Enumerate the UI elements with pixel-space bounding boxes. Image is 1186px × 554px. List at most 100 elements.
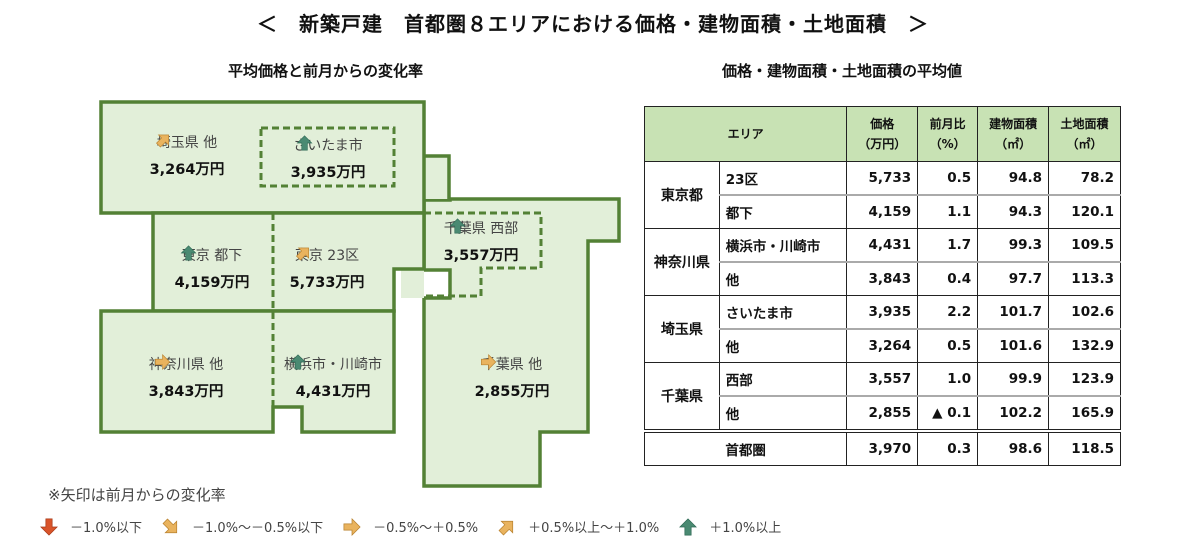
- map-shapes: [99, 100, 621, 488]
- area-label-tokyo-tokyoka[interactable]: 東京 都下 4,159万円: [175, 245, 249, 292]
- legend: －1.0%以下 －1.0%～－0.5%以下 －0.5%～＋0.5% ＋0.5%以…: [40, 517, 801, 536]
- land-cell: 109.5: [1048, 228, 1121, 263]
- price-cell: 3,970: [846, 429, 919, 466]
- land-cell: 113.3: [1048, 261, 1121, 296]
- arrow-note: ※矢印は前月からの変化率: [48, 486, 226, 504]
- area-name: 埼玉県 他: [156, 135, 218, 151]
- land-cell: 120.1: [1048, 194, 1121, 229]
- sub-area-cell: 横浜市・川崎市: [718, 228, 848, 263]
- pref-cell: 埼玉県: [644, 295, 720, 363]
- change-cell: 0.3: [917, 429, 979, 466]
- land-cell: 102.6: [1048, 295, 1121, 330]
- legend-label: －1.0%以下: [70, 521, 143, 536]
- table-row: 東京都 23区 5,733 0.5 94.8 78.2: [644, 161, 1121, 229]
- building-cell: 94.8: [977, 161, 1050, 196]
- pref-cell: 東京都: [644, 161, 720, 229]
- table-row: 神奈川県 横浜市・川崎市 4,431 1.7 99.3 109.5: [644, 228, 1121, 296]
- up-right-arrow-icon: [498, 518, 516, 536]
- region-saitama-city: [259, 126, 396, 188]
- legend-item: －1.0%以下: [40, 517, 142, 536]
- legend-label: －0.5%～＋0.5%: [373, 521, 479, 536]
- change-cell: 2.2: [917, 295, 979, 330]
- area-label-tokyo-23[interactable]: 東京 23区 5,733万円: [290, 245, 364, 292]
- price-cell: 3,935: [846, 295, 919, 330]
- area-price: 3,557万円: [443, 248, 519, 264]
- land-cell: 165.9: [1048, 395, 1121, 432]
- land-cell: 118.5: [1048, 429, 1121, 466]
- area-price: 3,843万円: [148, 384, 224, 400]
- area-price: 2,855万円: [474, 384, 550, 400]
- legend-item: －0.5%～＋0.5%: [343, 517, 478, 536]
- area-name: 東京 23区: [294, 248, 360, 264]
- area-price: 4,431万円: [295, 384, 371, 400]
- change-cell: 1.0: [917, 362, 979, 397]
- up-right-arrow-icon: [156, 132, 172, 148]
- region-kanagawa: [99, 309, 396, 434]
- area-price: 3,264万円: [149, 162, 225, 178]
- header-change: 前月比 （%）: [917, 106, 979, 162]
- region-chiba-other: [422, 197, 621, 488]
- building-cell: 102.2: [977, 395, 1050, 432]
- up-arrow-icon: [450, 218, 466, 234]
- change-cell: ▲ 0.1: [917, 395, 979, 432]
- building-cell: 101.7: [977, 295, 1050, 330]
- legend-label: ＋1.0%以上: [709, 521, 782, 536]
- price-cell: 3,557: [846, 362, 919, 397]
- table-row: 他 2,855 ▲ 0.1 102.2 165.9: [645, 395, 1121, 432]
- down-right-arrow-icon: [162, 518, 180, 536]
- table-subtitle: 価格・建物面積・土地面積の平均値: [722, 62, 963, 80]
- table-total-row: 首都圏 3,970 0.3 98.6 118.5: [643, 429, 1121, 466]
- header-price: 価格 （万円）: [846, 106, 919, 162]
- down-arrow-icon: [40, 518, 58, 536]
- area-label-chiba-other[interactable]: 千葉県 他 2,855万円: [474, 354, 550, 401]
- area-label-saitama-city[interactable]: さいたま市 3,935万円: [290, 135, 366, 182]
- right-arrow-icon: [155, 354, 171, 370]
- land-cell: 123.9: [1048, 362, 1121, 397]
- area-label-yokohama-kawasaki[interactable]: 横浜市・川崎市 4,431万円: [284, 354, 382, 401]
- price-cell: 4,159: [846, 194, 919, 229]
- table-header-row: エリア 価格 （万円） 前月比 （%） 建物面積 （㎡） 土地面積 （㎡）: [643, 106, 1121, 162]
- land-cell: 78.2: [1048, 161, 1121, 196]
- legend-label: ＋0.5%以上～＋1.0%: [528, 521, 660, 536]
- legend-item: ＋1.0%以上: [679, 517, 781, 536]
- right-arrow-icon: [343, 518, 361, 536]
- map-subtitle: 平均価格と前月からの変化率: [228, 62, 424, 80]
- table-row: 千葉県 西部 3,557 1.0 99.9 123.9: [644, 362, 1121, 432]
- up-arrow-icon: [679, 518, 697, 536]
- table-row: 埼玉県 さいたま市 3,935 2.2 101.7 102.6: [644, 295, 1121, 363]
- area-name: 東京 都下: [181, 248, 243, 264]
- building-cell: 98.6: [977, 429, 1050, 466]
- stats-table: エリア 価格 （万円） 前月比 （%） 建物面積 （㎡） 土地面積 （㎡） 東京都 23…: [643, 106, 1121, 466]
- legend-label: －1.0%～－0.5%以下: [192, 521, 324, 536]
- building-cell: 99.9: [977, 362, 1050, 397]
- area-label-kanagawa-other[interactable]: 神奈川県 他 3,843万円: [148, 354, 224, 401]
- building-cell: 101.6: [977, 328, 1050, 363]
- change-cell: 1.1: [917, 194, 979, 229]
- area-price: 3,935万円: [290, 165, 366, 181]
- price-cell: 5,733: [846, 161, 919, 196]
- pref-cell: 千葉県: [644, 362, 720, 432]
- legend-item: ＋0.5%以上～＋1.0%: [498, 517, 659, 536]
- area-label-chiba-west[interactable]: 千葉県 西部 3,557万円: [443, 218, 519, 265]
- pref-cell: 神奈川県: [644, 228, 720, 296]
- header-area: エリア: [643, 106, 848, 162]
- building-cell: 94.3: [977, 194, 1050, 229]
- change-cell: 0.4: [917, 261, 979, 296]
- sub-area-cell: 西部: [718, 362, 848, 397]
- area-label-saitama-other[interactable]: 埼玉県 他 3,264万円: [149, 132, 225, 179]
- page-title: ＜ 新築戸建 首都圏８エリアにおける価格・建物面積・土地面積 ＞: [257, 12, 929, 36]
- right-arrow-icon: [481, 354, 497, 370]
- land-cell: 132.9: [1048, 328, 1121, 363]
- price-cell: 4,431: [846, 228, 919, 263]
- price-cell: 2,855: [846, 395, 919, 432]
- area-name: 千葉県 他: [481, 357, 543, 373]
- area-name: 横浜市・川崎市: [284, 357, 382, 373]
- price-cell: 3,843: [846, 261, 919, 296]
- change-cell: 0.5: [917, 161, 979, 196]
- area-map: 埼玉県 他 3,264万円 さいたま市 3,935万円 東京 都下 4,159万…: [0, 0, 640, 500]
- legend-item: －1.0%～－0.5%以下: [162, 517, 323, 536]
- sub-area-cell: さいたま市: [718, 295, 848, 330]
- sub-area-cell: 他: [718, 395, 848, 432]
- change-cell: 1.7: [917, 228, 979, 263]
- header-building: 建物面積 （㎡）: [977, 106, 1050, 162]
